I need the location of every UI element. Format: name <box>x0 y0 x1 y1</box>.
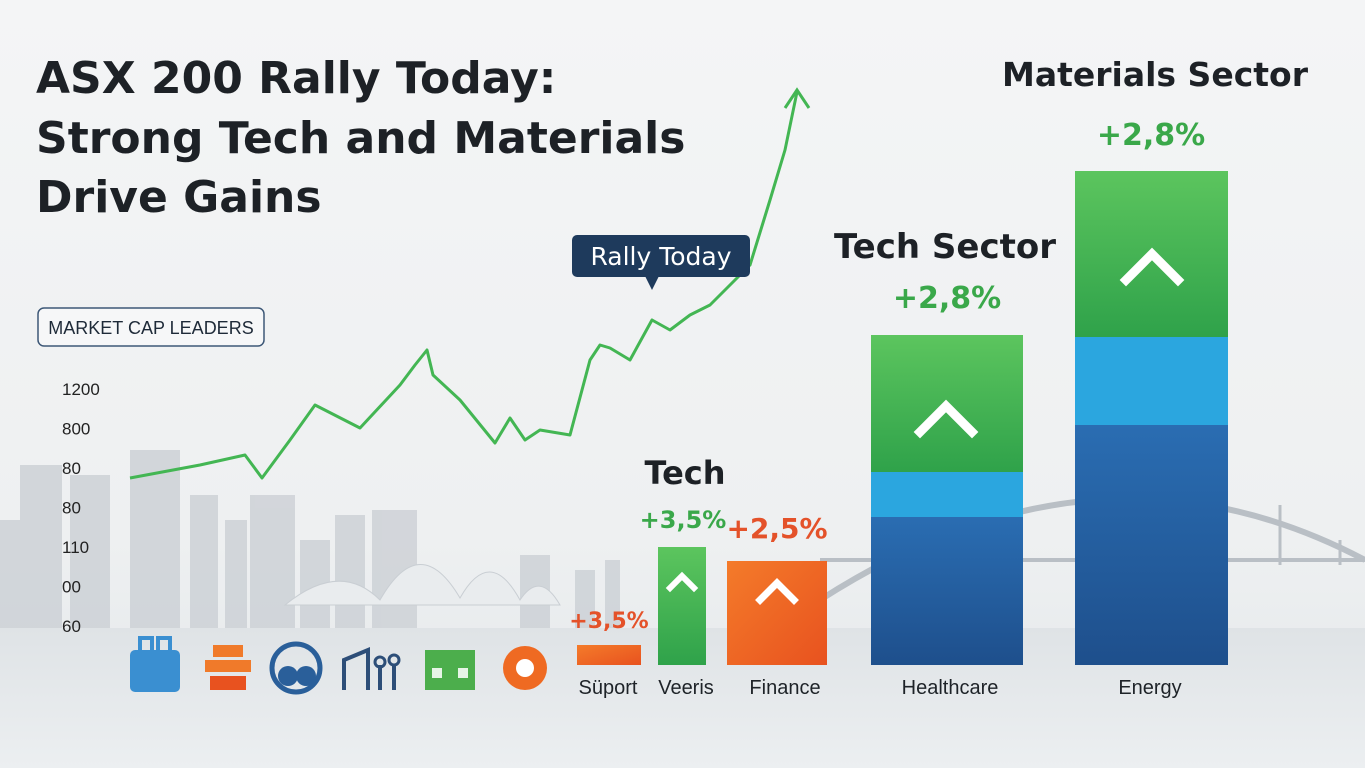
axis-label: 800 <box>62 420 90 439</box>
icon <box>210 676 246 690</box>
icon <box>156 636 172 654</box>
chevron <box>1119 247 1185 287</box>
badge-box <box>37 307 265 347</box>
icon <box>205 660 251 672</box>
title-line: Drive Gains <box>36 172 322 223</box>
bar-change: +2,8% <box>1097 118 1205 153</box>
trend-line <box>129 91 799 480</box>
chevron <box>665 571 699 593</box>
bar-segment <box>1075 337 1228 425</box>
icon <box>373 655 387 669</box>
icon <box>432 668 442 678</box>
axis-label: 1200 <box>62 380 100 399</box>
bar <box>727 561 827 665</box>
icons <box>130 636 547 695</box>
opera-house <box>283 564 561 606</box>
trend-arrow <box>783 87 811 109</box>
bar-heading: Tech <box>644 454 725 492</box>
axis-label: 110 <box>62 538 89 557</box>
axis-label: 60 <box>62 617 81 636</box>
bar-change: +3,5% <box>640 506 727 534</box>
chevron <box>755 578 799 605</box>
bar-change: +3,5% <box>569 609 648 634</box>
bar-segment <box>1075 425 1228 665</box>
bar <box>658 547 706 665</box>
title-line: Strong Tech and Materials <box>36 113 685 164</box>
bar-label: Healthcare <box>902 677 999 699</box>
bar-label: Süport <box>579 677 638 699</box>
axis-labels: 1200 800 80 80 110 00 60 <box>62 380 100 636</box>
icon <box>458 668 468 678</box>
bar-heading: Materials Sector <box>1002 55 1309 94</box>
icon <box>269 641 323 695</box>
chevron <box>913 399 979 439</box>
bar <box>577 645 641 665</box>
bar-label: Energy <box>1118 677 1181 699</box>
icon <box>387 653 401 667</box>
icon <box>138 636 154 654</box>
icon <box>516 659 534 677</box>
bar-segment <box>871 517 1023 665</box>
callout: Rally Today <box>590 242 731 271</box>
axis-label: 80 <box>62 459 81 478</box>
bar-heading: Tech Sector <box>834 227 1056 267</box>
icon <box>130 650 180 692</box>
callout-box <box>572 235 750 277</box>
bar-label: Finance <box>749 677 820 699</box>
skyline <box>0 450 620 630</box>
bar-change: +2,5% <box>726 512 827 545</box>
bar-label: Veeris <box>658 677 714 699</box>
bar-change: +2,8% <box>893 281 1001 316</box>
icon <box>342 647 396 690</box>
icon <box>296 666 316 686</box>
title-line: ASX 200 Rally Today: <box>36 53 556 104</box>
badge: MARKET CAP LEADERS <box>48 318 253 338</box>
callout-pointer <box>645 276 659 290</box>
icon <box>278 666 298 686</box>
axis-label: 80 <box>62 499 81 518</box>
axis-label: 00 <box>62 578 81 597</box>
icon <box>213 645 243 657</box>
bar-segment <box>871 472 1023 517</box>
